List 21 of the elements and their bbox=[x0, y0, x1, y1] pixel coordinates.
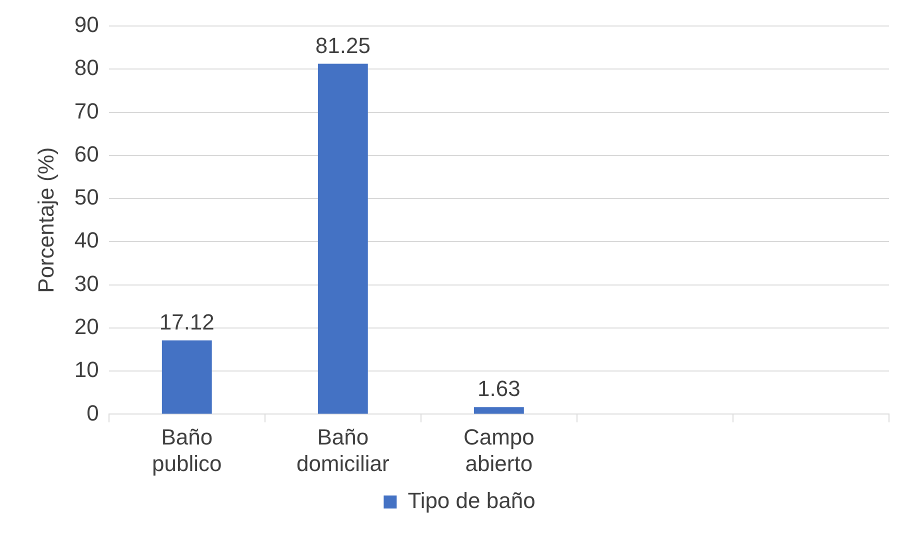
y-tick-label: 10 bbox=[74, 357, 99, 382]
y-tick-label: 50 bbox=[74, 184, 99, 210]
bar bbox=[318, 64, 368, 414]
y-tick-label: 40 bbox=[74, 228, 99, 253]
y-tick-label: 20 bbox=[74, 314, 99, 339]
y-tick-label: 70 bbox=[74, 98, 99, 124]
data-label: 1.63 bbox=[478, 376, 520, 402]
bar bbox=[474, 407, 524, 414]
x-tick-label: Baño domiciliar bbox=[296, 424, 390, 476]
y-axis-title: Porcentaje (%) bbox=[33, 147, 58, 293]
y-tick-label: 60 bbox=[74, 141, 99, 166]
y-tick-label: 30 bbox=[74, 270, 99, 296]
data-label: 17.12 bbox=[159, 309, 214, 334]
x-tick-label: Campo abierto bbox=[463, 424, 534, 476]
y-tick-label: 90 bbox=[74, 12, 99, 38]
y-tick-label: 0 bbox=[86, 400, 99, 426]
bar bbox=[162, 340, 212, 414]
legend-label: Tipo de baño bbox=[408, 488, 536, 514]
y-tick-label: 80 bbox=[74, 55, 99, 80]
data-label: 81.25 bbox=[315, 32, 370, 58]
x-tick-label: Baño publico bbox=[152, 424, 222, 476]
